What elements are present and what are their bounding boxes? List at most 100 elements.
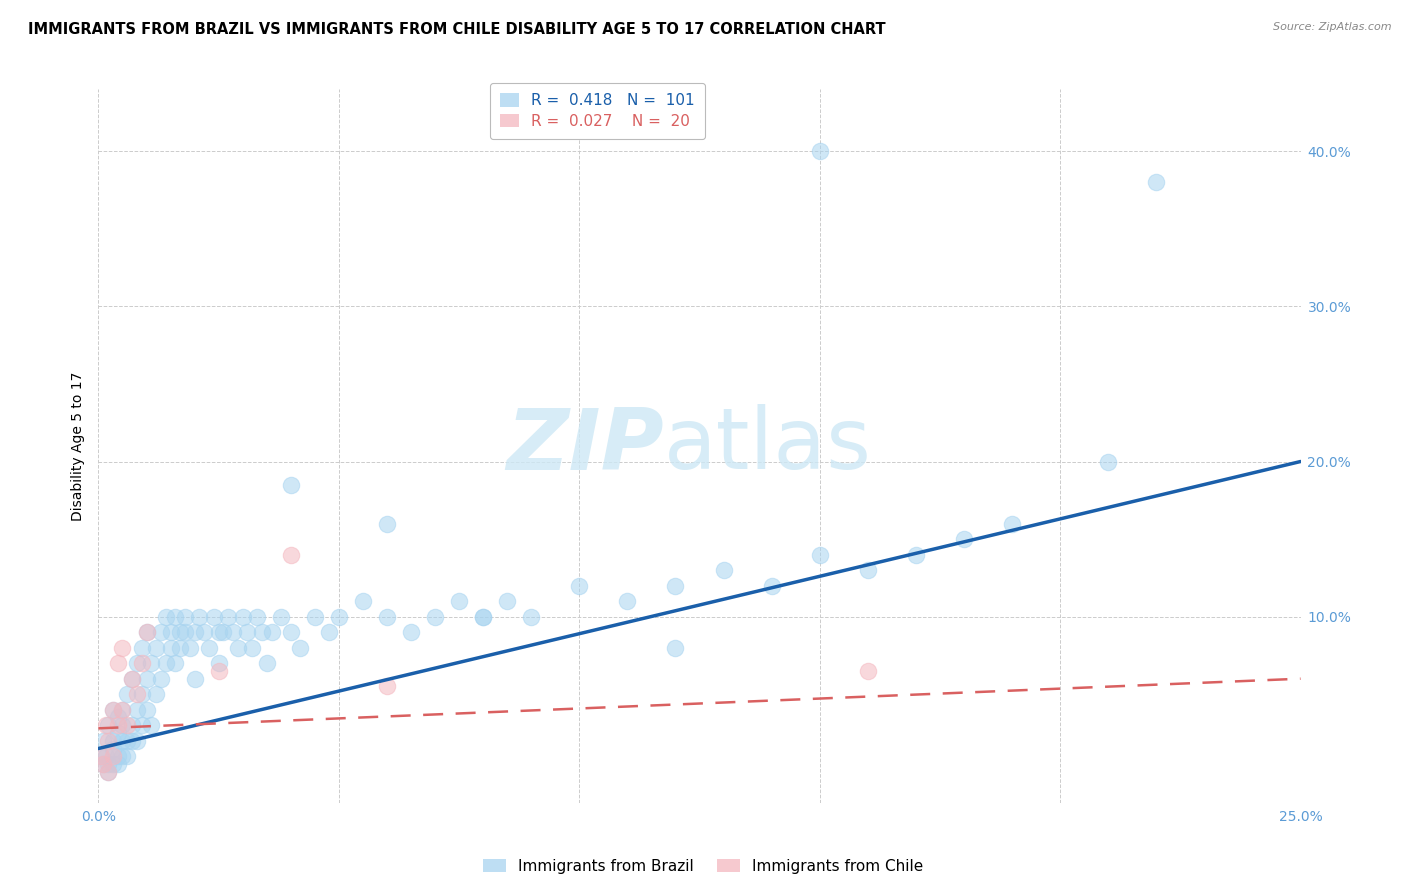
Legend: R =  0.418   N =  101, R =  0.027    N =  20: R = 0.418 N = 101, R = 0.027 N = 20 [489, 83, 704, 139]
Point [111, 703, 134, 717]
Point [179, 640, 201, 655]
Point [131, 656, 153, 670]
Point [290, 640, 312, 655]
Point [953, 532, 976, 546]
Point [107, 718, 129, 732]
Point [664, 579, 686, 593]
Point [375, 609, 398, 624]
Point [520, 609, 543, 624]
Point [131, 687, 153, 701]
Point [111, 718, 134, 732]
Point [423, 609, 446, 624]
Point [169, 625, 191, 640]
Point [111, 749, 134, 764]
Point [94, 749, 117, 764]
Point [270, 609, 292, 624]
Point [107, 710, 129, 724]
Point [856, 664, 879, 678]
Point [226, 640, 249, 655]
Point [131, 640, 153, 655]
Point [188, 609, 211, 624]
Point [90, 749, 112, 764]
Legend: Immigrants from Brazil, Immigrants from Chile: Immigrants from Brazil, Immigrants from … [477, 853, 929, 880]
Point [217, 609, 239, 624]
Point [256, 656, 278, 670]
Point [165, 656, 187, 670]
Point [101, 757, 124, 772]
Point [107, 726, 129, 740]
Point [280, 548, 302, 562]
Point [135, 625, 157, 640]
Point [101, 703, 124, 717]
Point [208, 656, 231, 670]
Point [761, 579, 783, 593]
Point [101, 703, 124, 717]
Point [318, 625, 340, 640]
Point [121, 672, 143, 686]
Point [111, 640, 134, 655]
Point [375, 516, 398, 531]
Point [90, 749, 112, 764]
Point [352, 594, 374, 608]
Point [155, 609, 177, 624]
Point [174, 609, 197, 624]
Point [149, 625, 172, 640]
Point [101, 741, 124, 756]
Point [616, 594, 638, 608]
Point [101, 749, 124, 764]
Point [97, 757, 120, 772]
Point [250, 625, 273, 640]
Point [280, 477, 302, 491]
Point [131, 718, 153, 732]
Point [169, 640, 191, 655]
Point [97, 764, 120, 779]
Point [141, 656, 163, 670]
Point [808, 548, 831, 562]
Point [97, 764, 120, 779]
Point [121, 733, 143, 747]
Point [328, 609, 350, 624]
Point [159, 625, 181, 640]
Point [165, 609, 187, 624]
Point [94, 718, 117, 732]
Point [904, 548, 927, 562]
Point [183, 625, 205, 640]
Point [91, 733, 114, 747]
Point [101, 733, 124, 747]
Point [208, 625, 231, 640]
Point [1097, 454, 1119, 468]
Point [664, 640, 686, 655]
Point [117, 718, 139, 732]
Point [141, 718, 163, 732]
Point [856, 563, 879, 577]
Text: Source: ZipAtlas.com: Source: ZipAtlas.com [1274, 22, 1392, 32]
Point [240, 640, 263, 655]
Point [135, 672, 157, 686]
Point [121, 718, 143, 732]
Point [304, 609, 326, 624]
Point [145, 640, 167, 655]
Point [447, 594, 470, 608]
Point [183, 672, 205, 686]
Point [107, 757, 129, 772]
Point [193, 625, 215, 640]
Point [472, 609, 495, 624]
Point [222, 625, 245, 640]
Text: atlas: atlas [664, 404, 872, 488]
Point [496, 594, 519, 608]
Point [117, 733, 139, 747]
Point [212, 625, 235, 640]
Point [1001, 516, 1024, 531]
Point [713, 563, 735, 577]
Point [1144, 175, 1167, 189]
Point [125, 687, 148, 701]
Text: IMMIGRANTS FROM BRAZIL VS IMMIGRANTS FROM CHILE DISABILITY AGE 5 TO 17 CORRELATI: IMMIGRANTS FROM BRAZIL VS IMMIGRANTS FRO… [28, 22, 886, 37]
Point [125, 656, 148, 670]
Text: ZIP: ZIP [506, 404, 664, 488]
Point [117, 687, 139, 701]
Point [135, 625, 157, 640]
Point [107, 656, 129, 670]
Point [145, 687, 167, 701]
Point [155, 656, 177, 670]
Point [246, 609, 269, 624]
